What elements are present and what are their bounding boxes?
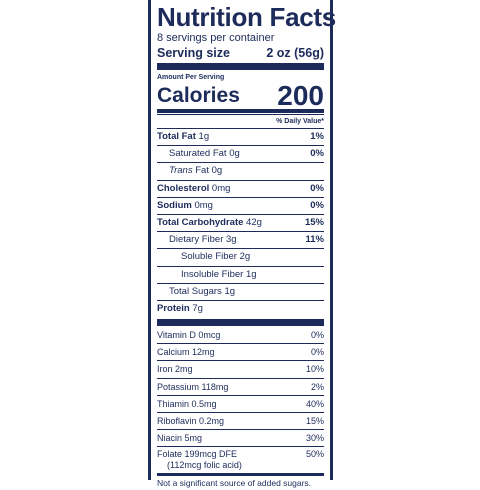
nutrient-amount: 0g: [229, 148, 240, 160]
vitamin-row-vitamin-d: Vitamin D 0mcg 0%: [157, 327, 324, 343]
nutrient-label: Cholesterol: [157, 182, 210, 194]
nutrient-amount: 1g: [245, 268, 257, 280]
nutrient-amount: 0mg: [211, 182, 231, 194]
nutrition-facts-label: Nutrition Facts 8 servings per container…: [148, 0, 336, 488]
vitamin-dv: 10%: [305, 364, 324, 375]
nutrient-dv: 1%: [310, 131, 324, 142]
vitamin-row-folate: Folate 199mcg DFE (112mcg folic acid) 50…: [157, 446, 324, 471]
serving-size-label: Serving size: [157, 46, 230, 60]
vitamin-row-iron: Iron 2mg 10%: [157, 360, 324, 377]
nutrient-amount: 1g: [198, 131, 210, 142]
thick-divider: [157, 319, 324, 327]
daily-value-header: % Daily Value*: [157, 114, 324, 128]
vitamin-label: Niacin 5mg: [157, 433, 203, 444]
vitamin-dv: 15%: [305, 416, 324, 426]
serving-size-value: 2 oz (56g): [266, 46, 324, 60]
nutrient-label: Total Sugars: [169, 285, 222, 297]
nutrient-label: Total Carbohydrate: [157, 216, 244, 228]
amount-per-serving: Amount Per Serving: [157, 74, 225, 81]
nutrient-label: Sodium: [157, 199, 192, 211]
vitamin-row-potassium: Potassium 118mg 2%: [157, 377, 324, 395]
vitamin-label: Calcium 12mg: [157, 347, 215, 358]
vitamin-dv: 50%: [305, 449, 324, 460]
vitamin-row-calcium: Calcium 12mg 0%: [157, 343, 324, 360]
vitamin-label: Potassium 118mg: [157, 381, 229, 392]
nutrient-row-dietary-fiber: Dietary Fiber 3g 11%: [157, 231, 324, 248]
vitamin-label: Folate 199mcg DFE: [157, 449, 238, 460]
vitamin-label: Riboflavin 0.2mg: [157, 416, 225, 426]
nutrient-row-cholesterol: Cholesterol 0mg 0%: [157, 179, 324, 197]
nutrient-label: Saturated Fat: [169, 148, 227, 160]
nutrient-label: Dietary Fiber: [169, 234, 224, 246]
nutrient-row-protein: Protein 7g: [157, 299, 324, 317]
vitamin-label: Thiamin 0.5mg: [157, 398, 217, 409]
nutrient-amount: Fat 0g: [192, 165, 223, 177]
vitamin-row-thiamin: Thiamin 0.5mg 40%: [157, 394, 324, 412]
vitamin-row-niacin: Niacin 5mg 30%: [157, 429, 324, 446]
servings-per-container: 8 servings per container: [157, 32, 275, 44]
nutrient-amount: 2g: [239, 251, 251, 263]
vitamin-dv: 0%: [310, 330, 324, 341]
folate-folic-acid: (112mcg folic acid): [167, 460, 242, 471]
serving-size-row: Serving size 2 oz (56g): [157, 45, 324, 61]
label-footnote: Not a significant source of added sugars…: [157, 473, 324, 490]
nutrient-row-soluble-fiber: Soluble Fiber 2g: [157, 248, 324, 265]
nutrient-row-total-sugars: Total Sugars 1g: [157, 282, 324, 300]
vitamin-label: Vitamin D 0mcg: [157, 330, 221, 341]
nutrient-amount: 42g: [246, 216, 262, 228]
nutrient-dv: 11%: [305, 234, 325, 246]
nutrient-label: Soluble Fiber: [181, 251, 237, 263]
nutrient-amount: 7g: [192, 302, 203, 314]
medium-divider: [157, 109, 324, 113]
nutrient-row-saturated-fat: Saturated Fat 0g 0%: [157, 145, 324, 162]
nutrient-amount: 0mg: [194, 199, 213, 211]
nutrient-row-insoluble-fiber: Insoluble Fiber 1g: [157, 265, 324, 283]
nutrient-dv: 0%: [310, 148, 324, 160]
label-title: Nutrition Facts: [157, 2, 336, 32]
nutrient-dv: 0%: [310, 199, 324, 211]
nutrient-row-sodium: Sodium 0mg 0%: [157, 196, 324, 214]
nutrient-row-trans-fat: Trans Fat 0g: [157, 162, 324, 179]
nutrient-row-total-fat: Total Fat 1g 1%: [157, 128, 324, 145]
vitamin-row-riboflavin: Riboflavin 0.2mg 15%: [157, 412, 324, 429]
thick-divider: [157, 63, 324, 70]
nutrient-label: Trans: [169, 165, 193, 177]
vitamin-dv: 0%: [310, 347, 324, 358]
calories-label: Calories: [157, 84, 240, 107]
calories-row: Calories 200: [157, 80, 324, 111]
nutrient-dv: 15%: [304, 216, 324, 228]
nutrient-dv: 0%: [310, 182, 324, 194]
nutrient-label: Insoluble Fiber: [181, 268, 244, 280]
vitamin-dv: 2%: [310, 381, 324, 392]
nutrient-label: Protein: [157, 302, 190, 314]
vitamin-dv: 40%: [305, 398, 324, 409]
nutrient-row-total-carbohydrate: Total Carbohydrate 42g 15%: [157, 213, 324, 231]
nutrient-label: Total Fat: [157, 131, 196, 142]
vitamin-label: Iron 2mg: [157, 364, 193, 375]
nutrient-amount: 1g: [224, 285, 236, 297]
nutrient-amount: 3g: [226, 234, 237, 246]
vitamin-dv: 30%: [305, 433, 324, 444]
calories-value: 200: [277, 80, 324, 111]
